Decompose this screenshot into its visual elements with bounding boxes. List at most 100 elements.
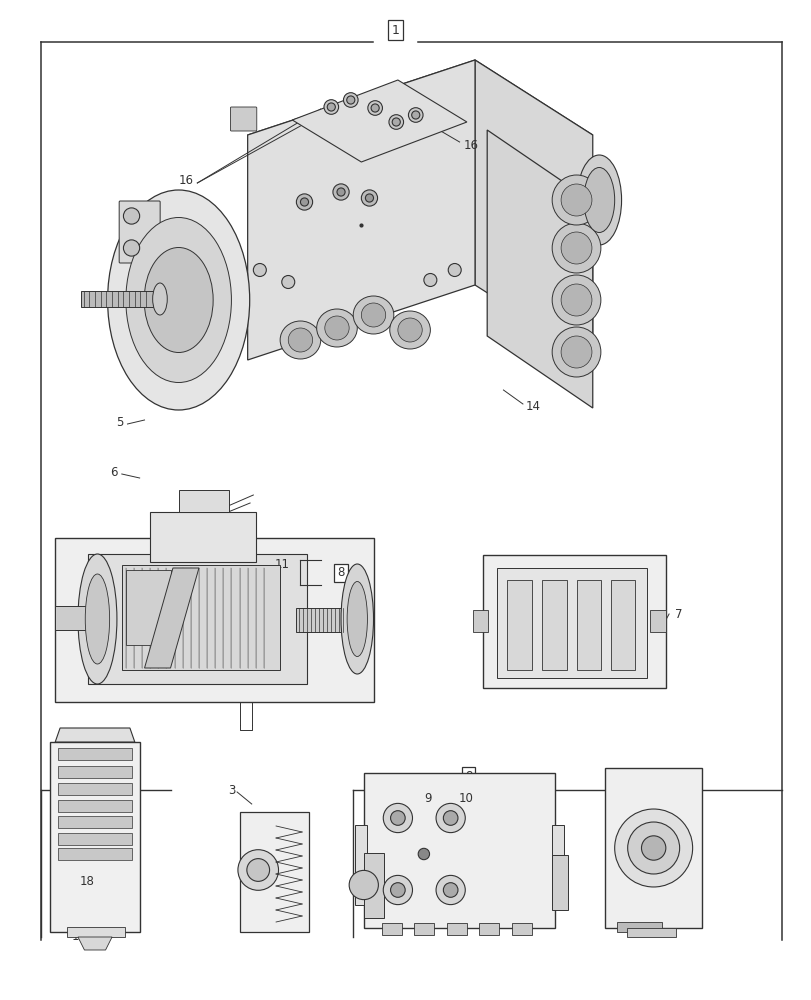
Ellipse shape bbox=[583, 168, 614, 233]
Ellipse shape bbox=[551, 275, 600, 325]
Circle shape bbox=[238, 850, 278, 890]
Bar bbox=[239, 812, 308, 932]
Circle shape bbox=[436, 875, 465, 905]
Bar bbox=[496, 568, 646, 678]
Text: 5: 5 bbox=[115, 416, 123, 428]
Circle shape bbox=[300, 198, 308, 206]
Text: 16: 16 bbox=[178, 174, 193, 187]
Circle shape bbox=[390, 883, 405, 897]
Ellipse shape bbox=[551, 223, 600, 273]
Bar bbox=[381, 923, 401, 935]
Circle shape bbox=[327, 103, 335, 111]
Circle shape bbox=[361, 190, 377, 206]
Text: 9: 9 bbox=[423, 791, 431, 804]
FancyBboxPatch shape bbox=[230, 107, 256, 131]
Circle shape bbox=[349, 870, 378, 900]
Polygon shape bbox=[247, 60, 474, 360]
Bar bbox=[296, 608, 357, 632]
Text: 11: 11 bbox=[275, 558, 290, 572]
Text: 16: 16 bbox=[463, 139, 478, 152]
Circle shape bbox=[627, 822, 679, 874]
Polygon shape bbox=[247, 60, 592, 210]
Bar bbox=[58, 766, 131, 778]
Circle shape bbox=[123, 240, 139, 256]
Circle shape bbox=[418, 848, 429, 860]
Circle shape bbox=[448, 264, 461, 276]
Ellipse shape bbox=[85, 574, 109, 664]
Ellipse shape bbox=[324, 316, 349, 340]
FancyBboxPatch shape bbox=[119, 201, 160, 263]
Bar bbox=[88, 554, 307, 684]
Bar bbox=[126, 570, 170, 645]
Bar bbox=[507, 580, 531, 670]
Polygon shape bbox=[78, 937, 112, 950]
Polygon shape bbox=[474, 60, 592, 360]
Circle shape bbox=[443, 883, 457, 897]
Circle shape bbox=[123, 208, 139, 224]
Text: 15: 15 bbox=[599, 213, 614, 226]
Ellipse shape bbox=[560, 232, 591, 264]
Text: 14: 14 bbox=[526, 400, 540, 414]
Ellipse shape bbox=[551, 327, 600, 377]
Bar bbox=[67, 927, 125, 937]
Bar bbox=[616, 922, 661, 932]
Ellipse shape bbox=[560, 336, 591, 368]
Ellipse shape bbox=[152, 283, 167, 315]
Ellipse shape bbox=[108, 190, 250, 410]
Circle shape bbox=[337, 188, 345, 196]
Text: 12: 12 bbox=[575, 357, 590, 369]
Bar bbox=[58, 800, 131, 812]
Circle shape bbox=[443, 811, 457, 825]
Bar bbox=[511, 923, 531, 935]
Ellipse shape bbox=[288, 328, 312, 352]
Bar bbox=[55, 606, 97, 630]
Bar bbox=[649, 610, 665, 632]
Bar bbox=[610, 580, 634, 670]
Ellipse shape bbox=[576, 155, 621, 245]
Polygon shape bbox=[292, 80, 466, 162]
Bar bbox=[363, 853, 384, 918]
Ellipse shape bbox=[397, 318, 422, 342]
Bar bbox=[58, 748, 131, 760]
Circle shape bbox=[383, 875, 412, 905]
Bar bbox=[55, 538, 373, 702]
Circle shape bbox=[436, 803, 465, 833]
Circle shape bbox=[423, 274, 436, 286]
Text: 8: 8 bbox=[464, 770, 472, 782]
Ellipse shape bbox=[353, 296, 393, 334]
Circle shape bbox=[390, 811, 405, 825]
Bar bbox=[576, 580, 600, 670]
Bar bbox=[478, 923, 499, 935]
Text: 18: 18 bbox=[79, 876, 94, 888]
Bar bbox=[483, 555, 665, 688]
Circle shape bbox=[296, 194, 312, 210]
Circle shape bbox=[333, 184, 349, 200]
Text: 19: 19 bbox=[72, 930, 87, 943]
Bar bbox=[414, 923, 434, 935]
Bar bbox=[551, 825, 564, 905]
Bar bbox=[58, 816, 131, 828]
Circle shape bbox=[253, 264, 266, 276]
Ellipse shape bbox=[144, 247, 212, 353]
Circle shape bbox=[388, 115, 403, 129]
Text: 3: 3 bbox=[227, 784, 235, 796]
Bar bbox=[58, 783, 131, 795]
Bar bbox=[446, 923, 466, 935]
Circle shape bbox=[408, 108, 423, 122]
Circle shape bbox=[343, 93, 358, 107]
Circle shape bbox=[411, 111, 419, 119]
Circle shape bbox=[392, 118, 400, 126]
Circle shape bbox=[346, 96, 354, 104]
Circle shape bbox=[383, 803, 412, 833]
Text: 6: 6 bbox=[109, 466, 118, 479]
Circle shape bbox=[247, 859, 269, 881]
Ellipse shape bbox=[341, 564, 373, 674]
Bar bbox=[122, 565, 280, 670]
Circle shape bbox=[614, 809, 692, 887]
Bar bbox=[473, 610, 487, 632]
Bar bbox=[354, 825, 367, 905]
Circle shape bbox=[324, 100, 338, 114]
Text: 13: 13 bbox=[208, 504, 222, 516]
Bar bbox=[150, 512, 255, 562]
Text: 2: 2 bbox=[62, 770, 71, 782]
